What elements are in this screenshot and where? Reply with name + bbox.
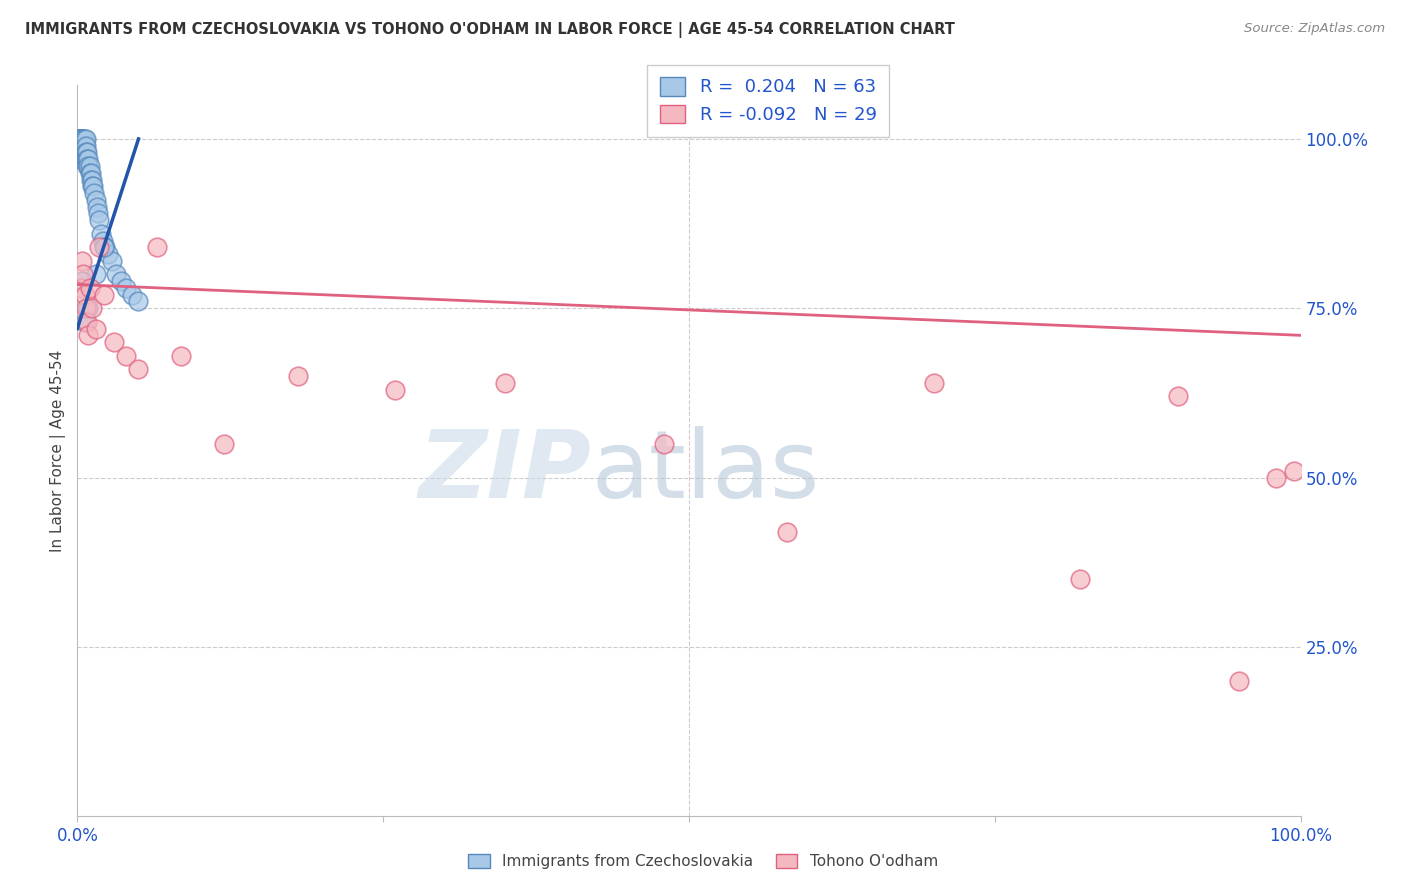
Point [73,132,96,146]
Point [70,132,93,146]
Text: ZIP: ZIP [418,426,591,518]
Point [70,132,93,146]
Point [212,436,235,450]
Point [86,200,108,214]
Point [75,132,97,146]
Point [77,159,100,173]
Point [93,240,115,254]
Point [79,281,101,295]
Point [77,153,100,167]
Point [495,376,517,390]
Point [75,153,97,167]
Point [91,234,114,248]
Point [69,138,91,153]
Point [384,383,406,397]
Legend: Immigrants from Czechoslovakia, Tohono O'odham: Immigrants from Czechoslovakia, Tohono O… [463,848,943,875]
Point [84,268,107,282]
Point [80,179,103,194]
Point [72,145,94,160]
Point [127,294,149,309]
Point [76,159,98,173]
Point [922,376,945,390]
Point [89,213,111,227]
Y-axis label: In Labor Force | Age 45-54: In Labor Force | Age 45-54 [51,350,66,551]
Point [72,138,94,153]
Text: IMMIGRANTS FROM CZECHOSLOVAKIA VS TOHONO O'ODHAM IN LABOR FORCE | AGE 45-54 CORR: IMMIGRANTS FROM CZECHOSLOVAKIA VS TOHONO… [25,22,955,38]
Point [70,153,93,167]
Point [75,138,97,153]
Point [70,281,93,295]
Point [94,240,117,254]
Point [75,301,97,316]
Point [72,268,94,282]
Point [76,153,98,167]
Point [115,281,138,295]
Point [75,145,97,160]
Point [87,206,110,220]
Point [776,524,799,539]
Point [79,166,101,180]
Point [82,179,104,194]
Point [70,153,93,167]
Point [105,268,128,282]
Point [110,274,132,288]
Point [76,315,98,329]
Point [1167,389,1189,403]
Point [100,253,122,268]
Point [72,132,94,146]
Point [170,349,193,363]
Point [79,159,101,173]
Point [93,287,115,301]
Point [97,247,120,261]
Point [70,132,93,146]
Point [70,145,93,160]
Point [69,145,91,160]
Point [72,132,94,146]
Legend: R =  0.204   N = 63, R = -0.092   N = 29: R = 0.204 N = 63, R = -0.092 N = 29 [647,64,890,136]
Point [77,328,100,343]
Point [127,362,149,376]
Point [67,132,90,146]
Point [84,193,107,207]
Point [76,145,98,160]
Point [73,315,96,329]
Point [70,274,93,288]
Point [80,172,103,186]
Point [73,287,96,301]
Point [70,138,93,153]
Point [103,335,125,350]
Point [84,321,107,335]
Point [1284,464,1306,478]
Point [287,368,309,383]
Point [73,138,96,153]
Point [69,132,91,146]
Point [146,240,169,254]
Text: Source: ZipAtlas.com: Source: ZipAtlas.com [1244,22,1385,36]
Point [654,436,676,450]
Point [89,240,111,254]
Point [1069,572,1091,586]
Point [1265,470,1288,484]
Point [67,132,90,146]
Point [121,287,143,301]
Point [73,153,96,167]
Point [83,186,105,200]
Point [70,138,93,153]
Point [77,301,100,316]
Point [67,138,90,153]
Point [1229,673,1251,688]
Point [69,132,91,146]
Point [69,132,91,146]
Point [70,253,93,268]
Point [70,132,93,146]
Point [80,166,103,180]
Point [70,145,93,160]
Point [73,145,96,160]
Text: atlas: atlas [591,426,820,518]
Point [115,349,138,363]
Point [80,172,103,186]
Point [70,132,93,146]
Point [80,301,103,316]
Point [90,227,112,241]
